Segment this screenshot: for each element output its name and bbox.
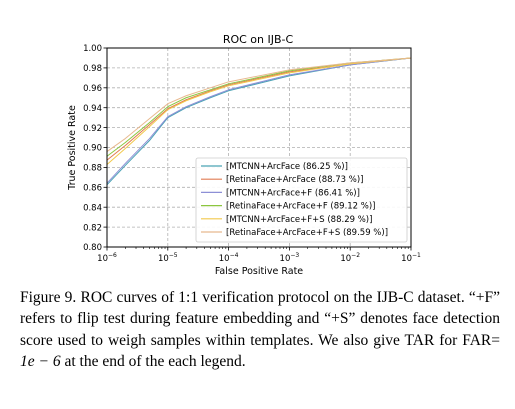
legend-label: [RetinaFace+ArcFace (88.73 %)] bbox=[226, 175, 363, 185]
series-line bbox=[106, 57, 412, 152]
series-line bbox=[106, 57, 412, 184]
x-tick-label: 10−2 bbox=[340, 252, 360, 264]
x-tick-label: 10−1 bbox=[401, 252, 421, 264]
series-line bbox=[106, 57, 412, 165]
x-tick-label: 10−5 bbox=[158, 252, 178, 264]
legend-box bbox=[195, 157, 408, 243]
y-tick-label: 0.94 bbox=[83, 104, 102, 114]
series-lines bbox=[106, 57, 412, 186]
legend: [MTCNN+ArcFace (86.25 %)] [RetinaFace+Arc… bbox=[195, 157, 408, 243]
legend-label: [MTCNN+ArcFace+F+S (88.29 %)] bbox=[226, 215, 372, 225]
caption-math: 1e − 6 bbox=[20, 352, 61, 370]
series-line bbox=[106, 57, 412, 157]
x-tick-label: 10−3 bbox=[280, 252, 300, 264]
legend-label: [MTCNN+ArcFace (86.25 %)] bbox=[226, 162, 348, 172]
caption-text: ROC curves of 1:1 verification protocol … bbox=[20, 289, 501, 349]
caption-text-end: at the end of the each legend. bbox=[64, 352, 246, 370]
y-tick-label: 0.86 bbox=[83, 184, 102, 194]
y-tick-label: 0.84 bbox=[83, 203, 102, 213]
y-tick-label: 0.92 bbox=[83, 124, 102, 134]
y-tick-label: 0.82 bbox=[83, 223, 102, 233]
legend-label: [RetinaFace+ArcFace+F+S (89.59 %)] bbox=[226, 228, 388, 238]
x-axis-label: False Positive Rate bbox=[215, 266, 303, 277]
y-axis-label: True Positive Rate bbox=[67, 105, 78, 191]
y-tick-label: 0.98 bbox=[83, 64, 102, 74]
legend-label: [MTCNN+ArcFace+F (86.41 %)] bbox=[226, 188, 360, 198]
roc-chart: ROC on IJB-C 0.80 0.82 0.84 0.86 0.88 0.90 0.9… bbox=[67, 33, 421, 277]
x-tick-label: 10−4 bbox=[219, 252, 239, 264]
y-tick-label: 0.90 bbox=[83, 144, 102, 154]
legend-label: [RetinaFace+ArcFace+F (89.12 %)] bbox=[226, 202, 376, 212]
y-tick-label: 1.00 bbox=[83, 44, 102, 54]
y-tick-label: 0.80 bbox=[83, 243, 102, 253]
series-line bbox=[106, 57, 412, 161]
x-ticks: 10−6 10−5 10−4 10−3 10−2 10−1 bbox=[97, 247, 421, 264]
y-tick-label: 0.96 bbox=[83, 84, 102, 94]
x-tick-label: 10−6 bbox=[97, 252, 117, 264]
chart-title: ROC on IJB-C bbox=[223, 33, 294, 46]
legend-items: [MTCNN+ArcFace (86.25 %)] [RetinaFace+Arc… bbox=[201, 162, 388, 238]
y-ticks: 0.80 0.82 0.84 0.86 0.88 0.90 0.92 0.94 0.96 0.98… bbox=[83, 44, 107, 253]
y-tick-label: 0.88 bbox=[83, 164, 102, 174]
caption-label: Figure 9. bbox=[20, 289, 77, 306]
figure-caption: Figure 9. ROC curves of 1:1 verification… bbox=[20, 287, 500, 372]
